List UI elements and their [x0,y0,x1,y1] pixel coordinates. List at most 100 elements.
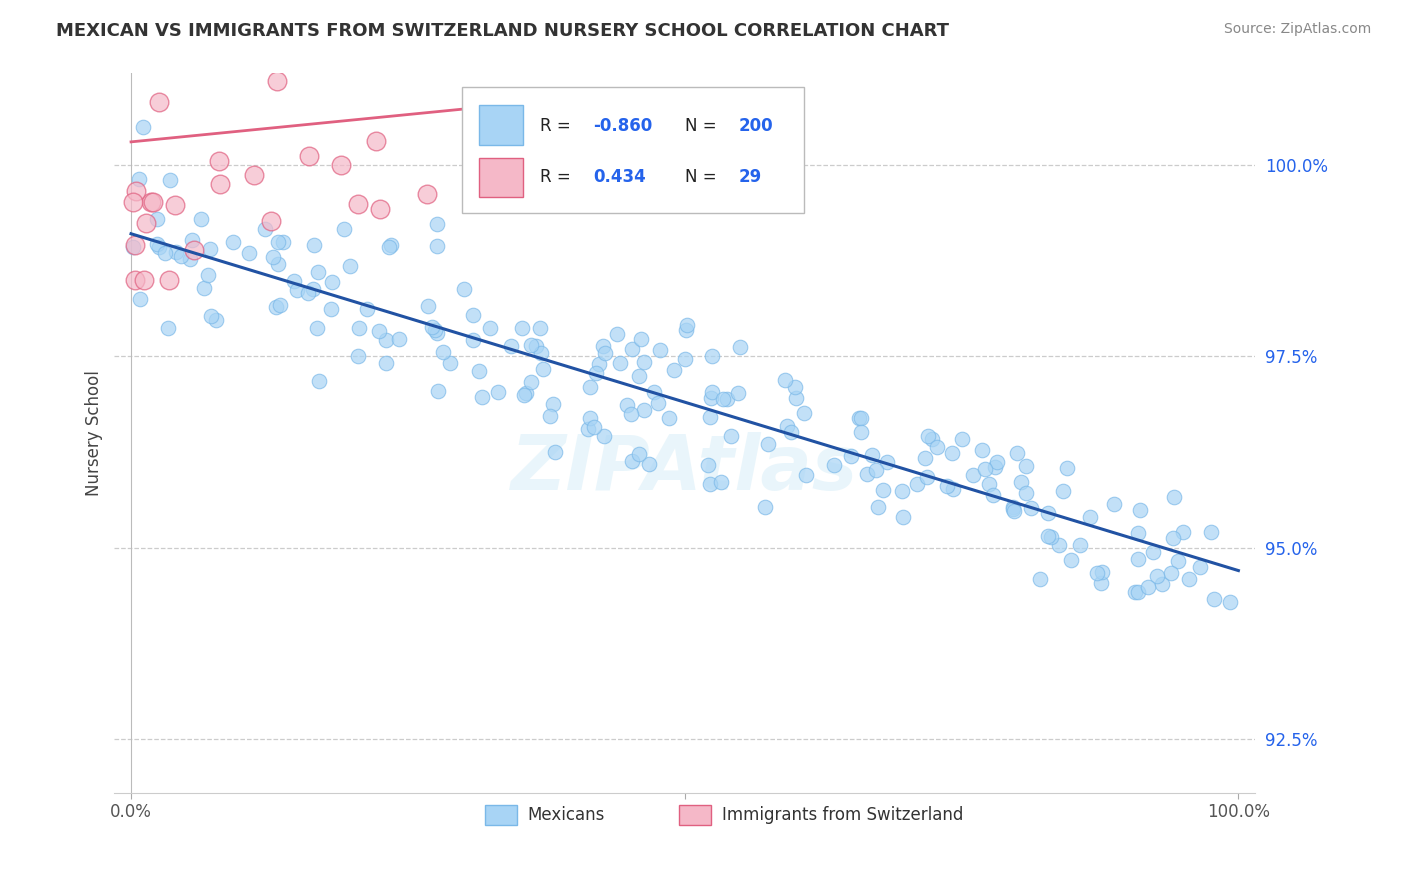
Text: N =: N = [685,117,716,135]
Point [145,237,167,252]
Point [658,410,681,425]
Point [1056,461,1078,475]
Point [121,194,143,209]
Point [471,390,494,404]
Point [423,323,446,337]
Point [238,246,260,260]
Point [1091,565,1114,579]
Point [377,240,399,254]
Point [675,318,697,333]
Point [860,448,883,462]
Point [1038,506,1060,520]
Point [607,136,630,150]
Point [128,172,150,186]
Point [1039,530,1062,544]
Point [1163,490,1185,504]
Point [253,221,276,235]
Point [713,392,735,406]
Point [1173,524,1195,539]
Point [917,429,939,443]
Point [193,281,215,295]
Point [1002,504,1025,518]
Point [125,184,148,198]
Point [262,251,284,265]
Point [165,244,187,259]
Point [472,109,495,123]
Point [941,482,963,496]
Point [849,425,872,439]
Point [621,454,644,468]
Point [785,380,807,394]
Point [330,158,353,172]
Text: MEXICAN VS IMMIGRANTS FROM SWITZERLAND NURSERY SCHOOL CORRELATION CHART: MEXICAN VS IMMIGRANTS FROM SWITZERLAND N… [56,22,949,40]
Point [121,239,143,253]
Point [368,202,391,216]
Point [914,451,936,466]
Point [1178,572,1201,586]
Y-axis label: Nursery School: Nursery School [86,370,103,496]
Point [524,339,547,353]
Point [1152,577,1174,591]
Point [148,95,170,109]
Point [605,327,627,342]
Point [876,455,898,469]
Point [264,300,287,314]
Point [339,259,361,273]
Text: 29: 29 [738,169,762,186]
Point [917,470,939,484]
Point [129,292,152,306]
Point [648,343,671,357]
Point [794,467,817,482]
Point [793,407,815,421]
Text: Source: ZipAtlas.com: Source: ZipAtlas.com [1223,22,1371,37]
Point [222,235,245,249]
Point [609,356,631,370]
Point [519,375,541,389]
Point [588,357,610,371]
Point [616,398,638,412]
Point [856,467,879,482]
Point [1219,595,1241,609]
Point [1014,486,1036,500]
Point [146,211,169,226]
Point [1160,566,1182,580]
Text: 200: 200 [738,117,773,135]
Point [1029,572,1052,586]
Point [266,74,288,88]
Point [785,392,807,406]
Point [520,338,543,352]
Point [905,477,928,491]
Point [380,238,402,252]
Point [304,237,326,252]
Point [512,388,534,402]
Point [1047,538,1070,552]
Text: Mexicans: Mexicans [527,805,605,824]
Point [198,242,221,256]
Point [1090,576,1112,591]
Point [1036,529,1059,543]
Point [179,252,201,267]
Point [159,173,181,187]
Point [453,282,475,296]
Point [638,457,661,471]
Point [267,256,290,270]
Point [779,425,801,439]
Point [620,342,643,356]
Point [1059,553,1081,567]
Point [141,195,163,210]
Point [319,301,342,316]
Point [495,53,517,67]
Point [890,483,912,498]
Point [208,154,231,169]
Point [190,211,212,226]
Point [529,321,551,335]
Point [486,385,509,400]
Point [307,265,329,279]
Point [1069,538,1091,552]
Point [283,274,305,288]
Text: Immigrants from Switzerland: Immigrants from Switzerland [723,805,963,824]
Point [700,349,723,363]
Point [530,345,553,359]
Point [710,475,733,490]
Point [1019,501,1042,516]
